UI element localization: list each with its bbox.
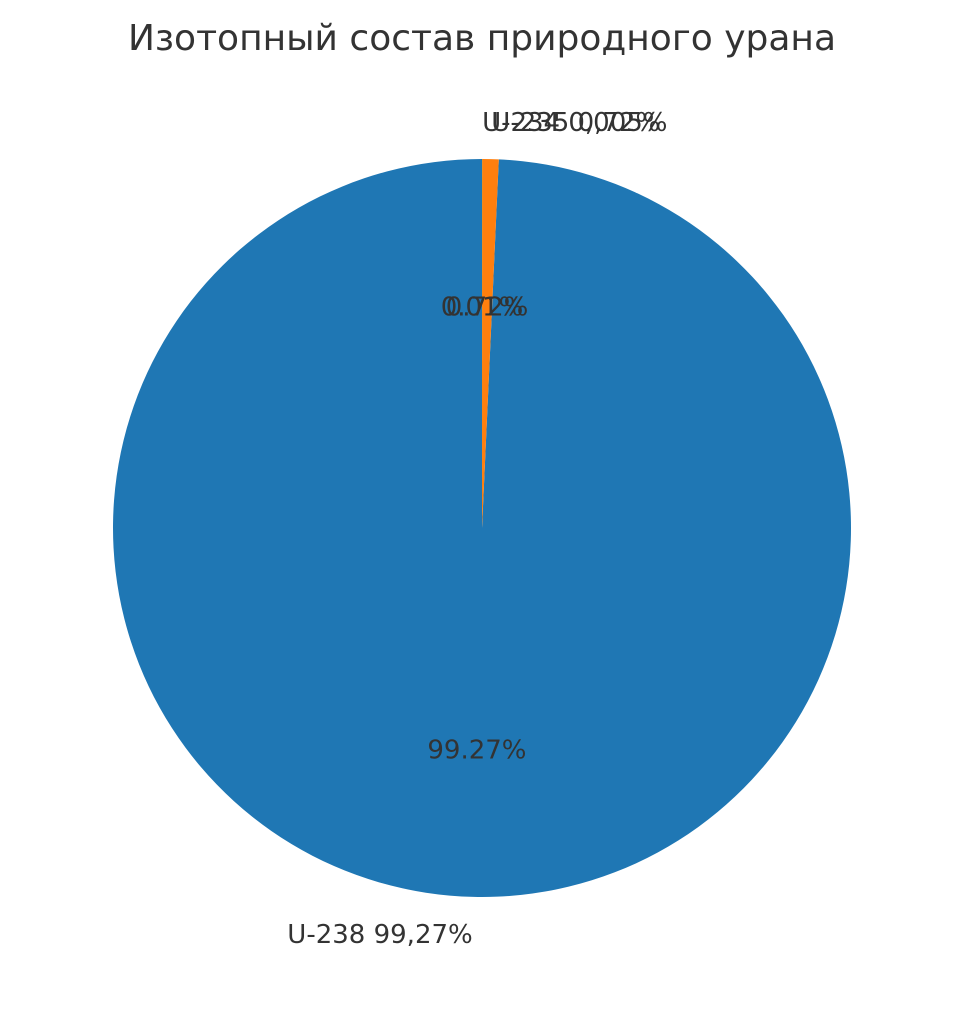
chart-title: Изотопный состав природного урана — [128, 18, 836, 59]
slice-label-0: U-238 99,27% — [287, 920, 472, 950]
slice-pct-label-1: 0.72% — [446, 293, 529, 323]
pie-slices — [112, 159, 851, 897]
pie-slice-1 — [482, 159, 499, 529]
pie-labels: U-238 99,27% 99.27% U-235 0,72% 0.72% U-234 … — [287, 108, 667, 950]
slice-pct-label-2: 0.01% — [441, 293, 524, 323]
slice-label-2: U-234 0,005% — [482, 108, 667, 138]
slice-label-1: U-235 0,72% — [491, 108, 660, 138]
pie-slice-0 — [112, 159, 851, 897]
slice-pct-label-0: 99.27% — [427, 735, 526, 765]
